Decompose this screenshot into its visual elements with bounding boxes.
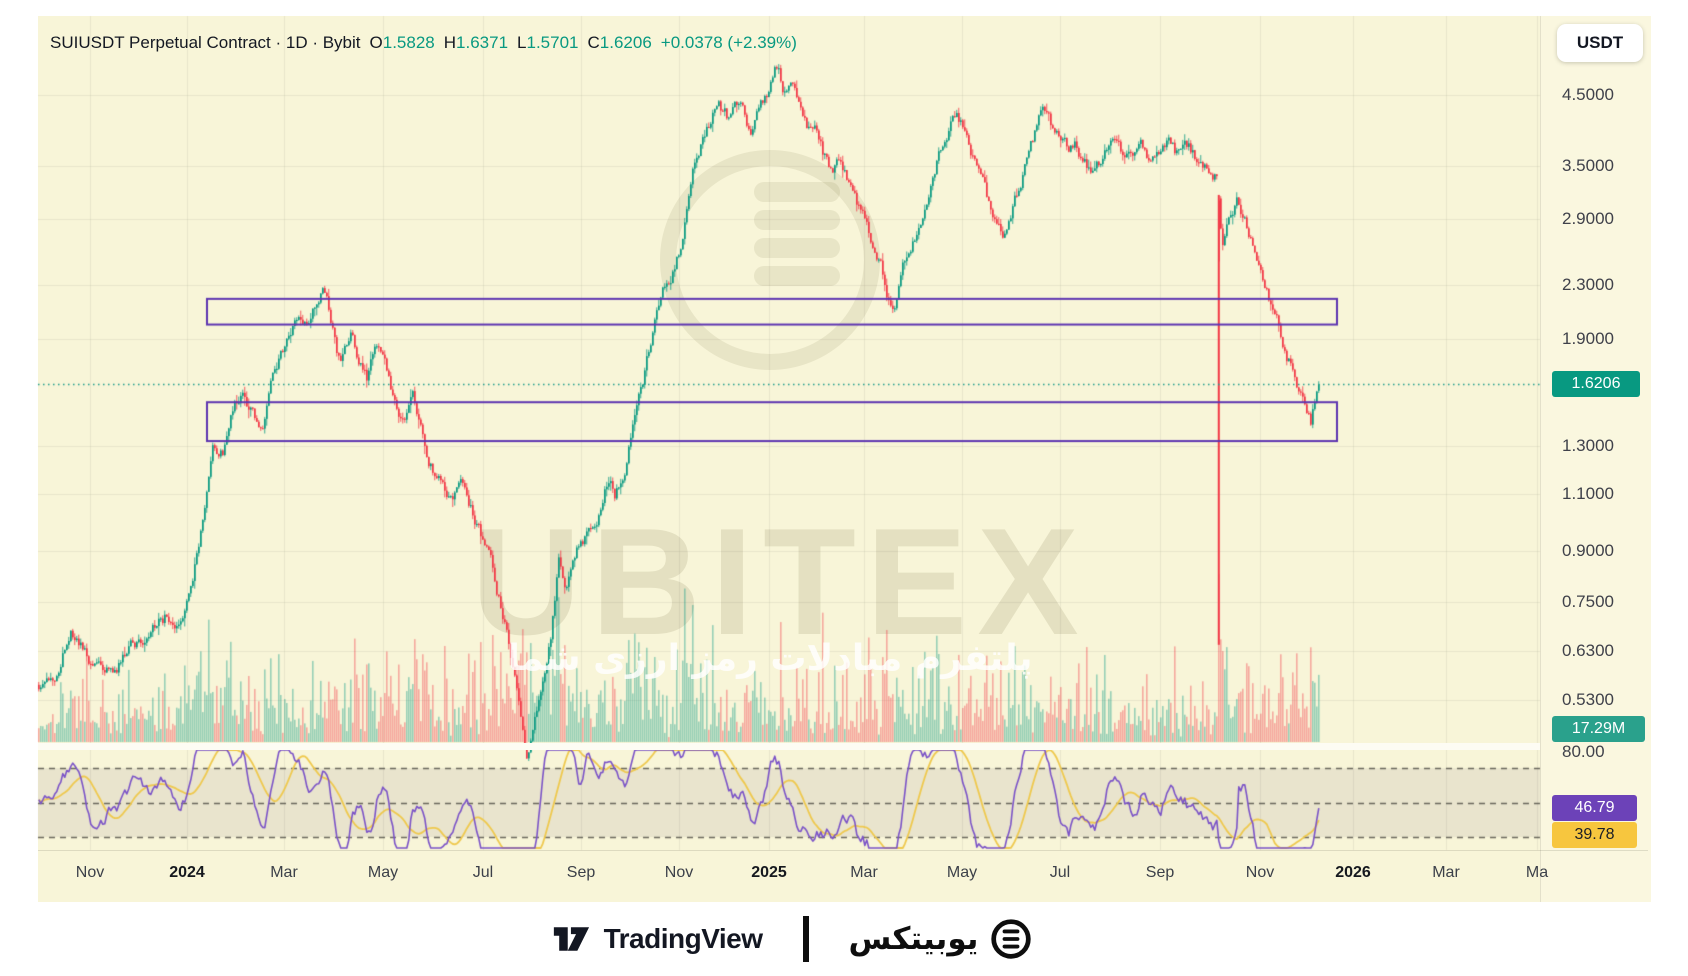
price-tick-label: 4.5000 [1562,85,1614,105]
time-axis[interactable]: Nov 2024 Mar May Jul Sep Nov 2025 Mar May Jul Sep No… [0,860,1688,892]
time-tick-label: Mar [270,864,298,881]
open-label: O [369,33,383,52]
time-tick-label: Nov [75,864,105,881]
footer-bar: TradingView یوبیتکس [0,902,1688,976]
time-tick-label: Mar [1432,864,1460,881]
footer-divider [802,916,809,962]
time-tick-label: Nov [1245,864,1275,881]
price-tick-label: 3.5000 [1562,156,1614,176]
low-value: 1.5701 [526,33,579,52]
rsi-scale-top-label: 80.00 [1562,742,1605,761]
time-tick-label: Ma [1525,864,1549,881]
price-tick-label: 1.1000 [1562,483,1614,503]
time-tick-label: Sep [566,864,596,881]
time-tick-label: 2026 [1335,864,1371,881]
price-tick-label: 1.9000 [1562,329,1614,349]
price-tick-label: 0.7500 [1562,592,1614,612]
time-axis-border [38,850,1648,851]
time-tick-label: May [367,864,399,881]
current-price-badge: 1.6206 [1552,371,1640,398]
rsi-ma-value-badge: 39.78 [1552,822,1637,848]
symbol-title[interactable]: SUIUSDT Perpetual Contract · 1D · Bybit [50,33,361,52]
time-tick-label: Sep [1145,864,1175,881]
price-tick-label: 0.9000 [1562,540,1614,560]
currency-toggle-button[interactable]: USDT [1557,24,1643,62]
chart-widget: UBITEX پلتفرم مبادلات رمز ارزی شما SUIUS… [0,0,1688,902]
ubitex-attribution[interactable]: یوبیتکس [849,918,1033,960]
volume-badge: 17.29M [1552,716,1645,742]
change-value: +0.0378 (+2.39%) [660,33,797,52]
price-tick-label: 0.5300 [1562,690,1614,710]
time-tick-label: Jul [472,864,494,881]
pane-separator[interactable] [38,743,1540,750]
close-value: 1.6206 [599,33,652,52]
persian-tagline-watermark: پلتفرم مبادلات رمز ارزی شما [507,638,1033,679]
open-value: 1.5828 [382,33,435,52]
price-tick-label: 2.9000 [1562,209,1614,229]
price-tick-label: 0.6300 [1562,641,1614,661]
ubitex-logo-icon [991,919,1032,959]
time-tick-label: May [946,864,978,881]
high-value: 1.6371 [456,33,509,52]
time-tick-label: Nov [664,864,694,881]
ubitex-label-fa: یوبیتکس [848,921,979,957]
rsi-value-badge: 46.79 [1552,795,1637,821]
low-label: L [517,33,527,52]
price-tick-label: 1.3000 [1562,436,1614,456]
time-tick-label: Jul [1049,864,1071,881]
high-label: H [443,33,457,52]
time-tick-label: 2025 [751,864,787,881]
tradingview-attribution[interactable]: TradingView [552,923,763,955]
time-tick-label: Mar [850,864,878,881]
symbol-ohlc-row[interactable]: SUIUSDT Perpetual Contract · 1D · Bybit O… [50,33,797,53]
tradingview-logo-icon [553,927,589,951]
price-tick-label: 2.3000 [1562,275,1614,294]
price-chart-canvas[interactable] [0,0,1688,902]
tradingview-label: TradingView [603,923,763,954]
time-tick-label: 2024 [169,864,205,881]
close-label: C [587,33,600,52]
